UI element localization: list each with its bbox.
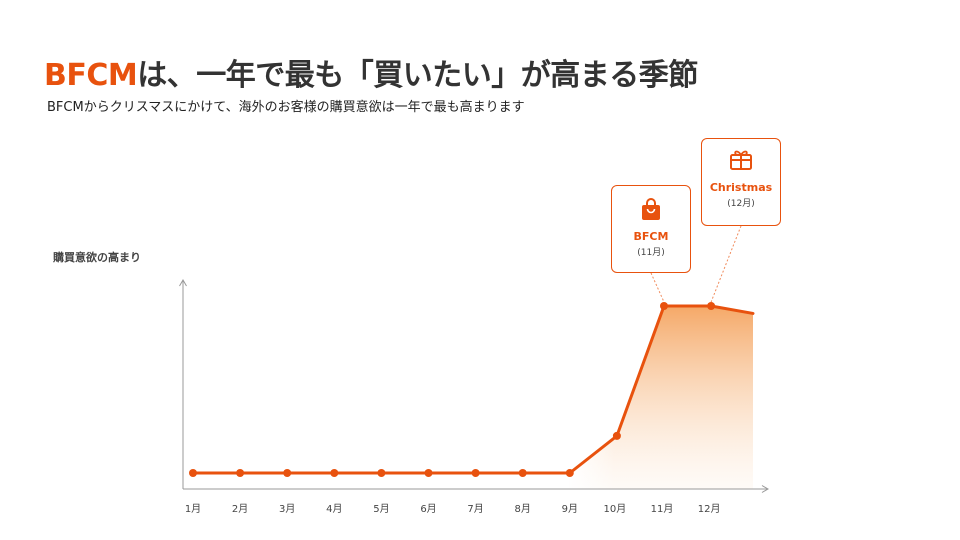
area-fill <box>569 306 753 489</box>
page-subtitle: BFCMからクリスマスにかけて、海外のお客様の購買意欲は一年で最も高まります <box>47 100 525 115</box>
x-tick-label-10: 10月 <box>604 503 627 515</box>
x-tick-label-1: 1月 <box>185 503 201 515</box>
x-tick-label-7: 7月 <box>467 503 483 515</box>
data-point-8 <box>518 469 527 477</box>
shopping-bag-icon <box>642 198 660 220</box>
data-point-11 <box>660 302 668 310</box>
bfcm-leader-line <box>650 272 665 303</box>
area-fade <box>569 430 615 489</box>
data-point-3 <box>283 469 292 477</box>
y-axis-arrow <box>179 279 187 287</box>
data-point-6 <box>424 469 433 477</box>
x-tick-label-11: 11月 <box>651 503 674 515</box>
x-tick-label-5: 5月 <box>373 503 389 515</box>
x-tick-label-6: 6月 <box>420 503 436 515</box>
christmas-callout: Christmas (12月) <box>701 138 781 226</box>
data-point-2 <box>236 469 245 477</box>
data-point-4 <box>330 469 339 477</box>
x-tick-label-12: 12月 <box>698 503 721 515</box>
callout-christmas-month: (12月) <box>727 199 755 209</box>
title-rest: は、一年で最も「買いたい」が高まる季節 <box>137 58 698 93</box>
data-point-1 <box>189 469 197 477</box>
christmas-leader-line <box>710 225 742 303</box>
x-tick-label-2: 2月 <box>232 503 248 515</box>
data-point-12 <box>707 302 716 310</box>
title-accent: BFCM <box>44 58 138 93</box>
page-title: BFCMは、一年で最も「買いたい」が高まる季節 <box>44 50 698 94</box>
x-tick-label-9: 9月 <box>562 503 578 515</box>
y-axis-label: 購買意欲の高まり <box>53 251 141 264</box>
x-tick-label-3: 3月 <box>279 503 295 515</box>
data-point-9 <box>565 469 574 477</box>
x-tick-label-8: 8月 <box>515 503 531 515</box>
data-point-7 <box>471 469 480 477</box>
data-point-10 <box>612 431 621 440</box>
gift-icon <box>730 150 752 170</box>
x-tick-label-4: 4月 <box>326 503 342 515</box>
x-axis-arrow <box>761 485 769 493</box>
callout-bfcm-month: (11月) <box>637 248 665 258</box>
callout-bfcm-name: BFCM <box>633 230 669 243</box>
data-point-5 <box>377 469 386 477</box>
bfcm-callout: BFCM (11月) <box>611 185 691 273</box>
callout-christmas-name: Christmas <box>709 181 773 194</box>
